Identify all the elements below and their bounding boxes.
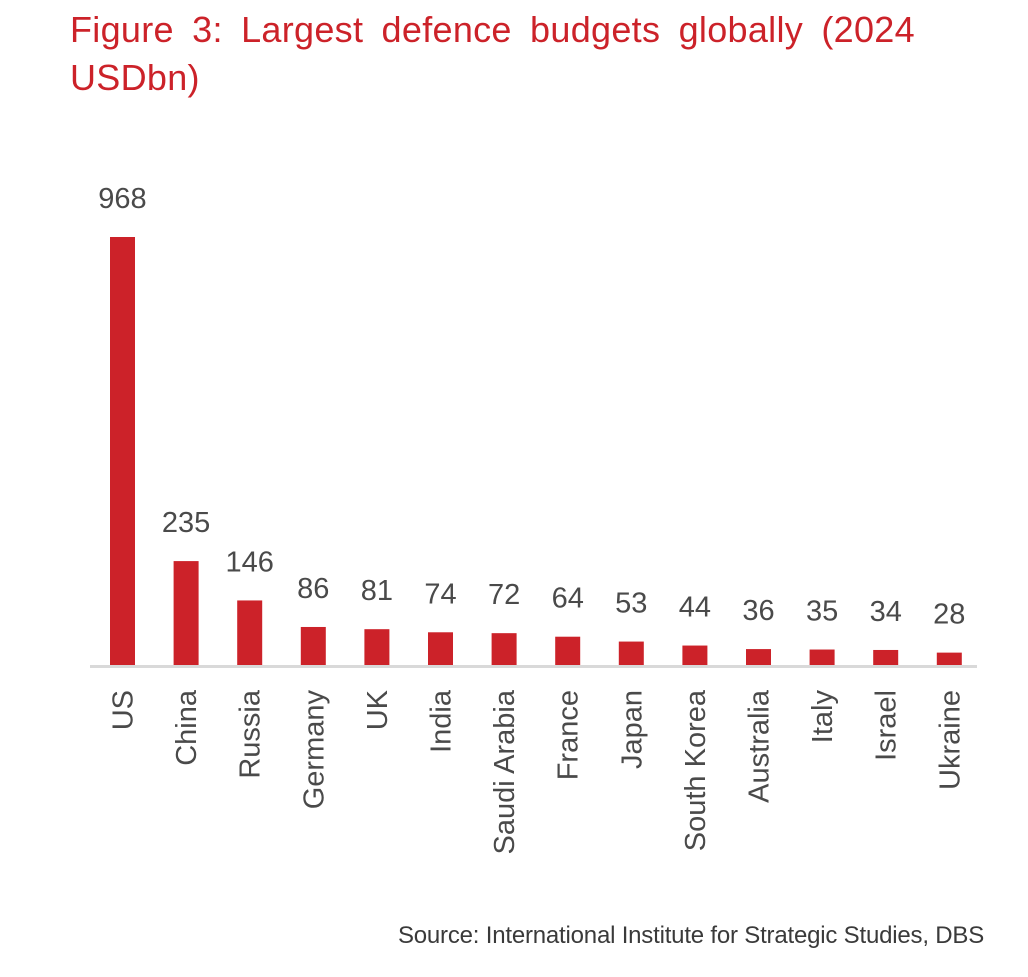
value-label-australia: 36 (742, 595, 774, 627)
category-label-saudi-arabia: Saudi Arabia (489, 689, 521, 854)
bar-australia (746, 649, 771, 665)
bars-group (110, 237, 962, 665)
category-label-italy: Italy (807, 690, 839, 744)
value-label-uk: 81 (361, 575, 393, 607)
category-label-south-korea: South Korea (680, 689, 712, 851)
bar-japan (618, 641, 644, 665)
bar-germany (300, 626, 326, 665)
value-label-us: 968 (98, 183, 146, 215)
value-label-russia: 146 (226, 546, 274, 578)
source-note: Source: International Institute for Stra… (397, 922, 984, 949)
value-label-italy: 35 (806, 596, 838, 628)
category-label-israel: Israel (871, 690, 903, 761)
bar-us (110, 237, 135, 665)
category-label-russia: Russia (235, 689, 267, 779)
value-label-japan: 53 (615, 588, 647, 620)
value-label-south-korea: 44 (679, 592, 711, 624)
bar-ukraine (936, 652, 962, 665)
bar-india (428, 632, 453, 665)
bar-china (173, 561, 199, 665)
category-label-japan: Japan (616, 690, 648, 769)
value-label-ukraine: 28 (933, 599, 965, 631)
category-label-germany: Germany (298, 690, 330, 810)
category-label-uk: UK (362, 689, 394, 730)
category-label-us: US (108, 690, 140, 730)
bar-russia (237, 600, 263, 665)
bar-saudi-arabia (491, 633, 517, 665)
value-labels-group: 968 235 146 86 81 74 72 64 53 44 36 35 34 28 (98, 183, 965, 631)
bar-france (555, 636, 581, 665)
category-labels-group: US China Russia Germany UK India Saudi Arabia F… (108, 689, 967, 854)
category-label-ukraine: Ukraine (934, 690, 966, 790)
bar-israel (873, 649, 899, 665)
value-label-china: 235 (162, 507, 210, 539)
value-label-france: 64 (552, 583, 584, 615)
category-label-india: India (426, 689, 458, 753)
bar-uk (364, 629, 390, 665)
category-label-france: France (553, 690, 585, 780)
value-label-germany: 86 (297, 573, 329, 605)
bar-south-korea (682, 645, 708, 665)
value-label-saudi-arabia: 72 (488, 579, 520, 611)
chart-title: Figure 3: Largest defence budgets global… (70, 9, 915, 98)
bar-italy (809, 649, 835, 665)
value-label-india: 74 (424, 578, 456, 610)
category-label-australia: Australia (744, 689, 776, 803)
category-label-china: China (171, 689, 203, 766)
value-label-israel: 34 (870, 596, 902, 628)
